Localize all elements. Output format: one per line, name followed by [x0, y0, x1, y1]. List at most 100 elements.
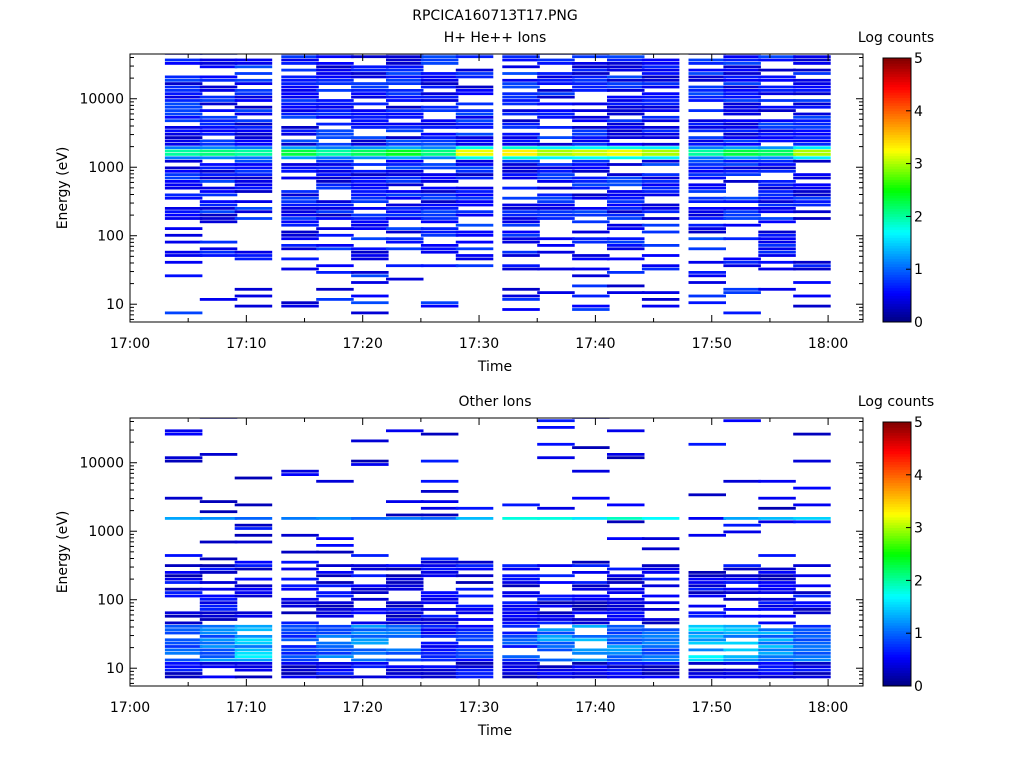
heatmap-cell — [351, 257, 389, 261]
heatmap-cell — [688, 635, 726, 638]
colorbar-segment — [883, 229, 911, 233]
heatmap-cell — [502, 156, 540, 160]
heatmap-cell — [164, 89, 203, 92]
heatmap-cell — [199, 85, 238, 89]
heatmap-cell — [502, 153, 540, 156]
heatmap-cell — [199, 126, 238, 129]
heatmap-cell — [758, 92, 796, 96]
x-tick-label: 18:00 — [808, 700, 848, 716]
colorbar-segment — [883, 559, 911, 563]
heatmap-cell — [572, 55, 610, 59]
heatmap-cell — [758, 105, 796, 109]
heatmap-cell — [164, 142, 203, 146]
heatmap-cell — [758, 250, 796, 254]
heatmap-cell — [164, 217, 203, 220]
heatmap-cell — [758, 230, 796, 234]
heatmap-cell — [164, 156, 203, 160]
heatmap-cell — [316, 479, 354, 483]
heatmap-cell — [281, 587, 319, 591]
heatmap-cell — [386, 614, 424, 618]
heatmap-cell — [281, 233, 319, 237]
heatmap-cell — [607, 156, 645, 160]
heatmap-cell — [386, 99, 424, 102]
heatmap-cell — [607, 503, 645, 507]
heatmap-cell — [641, 655, 680, 658]
heatmap-cell — [199, 95, 238, 99]
heatmap-cell — [281, 533, 319, 537]
heatmap-cell — [793, 641, 831, 645]
heatmap-cell — [164, 109, 203, 112]
heatmap-cell — [281, 68, 319, 72]
heatmap-cell — [607, 132, 645, 136]
colorbar-segment — [883, 466, 911, 470]
heatmap-cell — [420, 601, 459, 605]
heatmap-cell — [281, 473, 319, 476]
heatmap-cell — [793, 591, 831, 594]
heatmap-cell — [502, 267, 540, 271]
heatmap-cell — [420, 156, 459, 160]
heatmap-cell — [455, 635, 494, 638]
heatmap-cell — [688, 89, 726, 92]
colorbar-segment — [883, 546, 911, 550]
colorbar-segment — [883, 285, 911, 289]
heatmap-cell — [793, 611, 831, 615]
heatmap-cell — [688, 631, 726, 635]
heatmap-cell — [502, 213, 540, 217]
heatmap-cell — [351, 463, 389, 466]
heatmap-cell — [386, 601, 424, 605]
colorbar-segment — [883, 551, 911, 555]
heatmap-cell — [420, 247, 459, 251]
heatmap-cell — [502, 186, 540, 190]
heatmap-cell — [723, 200, 761, 203]
heatmap-cell — [688, 517, 726, 520]
heatmap-cell — [723, 624, 761, 628]
colorbar-segment — [883, 596, 911, 600]
heatmap-cell — [688, 237, 726, 241]
heatmap-cell — [234, 183, 273, 187]
heatmap-cell — [572, 581, 610, 584]
heatmap-cell — [386, 604, 424, 608]
heatmap-cell — [758, 581, 796, 584]
colorbar-segment — [883, 71, 911, 75]
heatmap-cell — [723, 223, 761, 227]
heatmap-cell — [351, 142, 389, 146]
colorbar-segment — [883, 509, 911, 513]
heatmap-cell — [420, 560, 459, 564]
heatmap-cell — [723, 662, 761, 665]
heatmap-cell — [386, 668, 424, 672]
heatmap-cell — [316, 146, 354, 150]
heatmap-cell — [281, 550, 319, 554]
heatmap-cell — [723, 82, 761, 85]
heatmap-cell — [572, 571, 610, 574]
heatmap-cell — [572, 584, 610, 588]
heatmap-cell — [572, 109, 610, 112]
heatmap-cell — [420, 173, 459, 176]
heatmap-cell — [316, 213, 354, 217]
colorbar-segment — [883, 440, 911, 444]
heatmap-cell — [386, 631, 424, 635]
heatmap-cell — [455, 112, 494, 116]
heatmap-cell — [199, 99, 238, 102]
heatmap-cell — [316, 571, 354, 574]
heatmap-cell — [572, 153, 610, 156]
heatmap-cell — [572, 284, 610, 288]
heatmap-cell — [502, 503, 540, 507]
heatmap-cell — [688, 587, 726, 591]
colorbar-segment — [883, 678, 911, 682]
colorbar-segment — [883, 108, 911, 112]
heatmap-cell — [793, 159, 831, 163]
heatmap-cell — [723, 180, 761, 183]
heatmap-cell — [386, 105, 424, 109]
heatmap-cell — [641, 119, 680, 123]
heatmap-cell — [793, 655, 831, 658]
heatmap-cell — [351, 459, 389, 463]
heatmap-cell — [502, 82, 540, 85]
heatmap-cell — [537, 426, 575, 429]
heatmap-cell — [316, 641, 354, 645]
colorbar-segment — [883, 234, 911, 238]
colorbar-segment — [883, 256, 911, 260]
heatmap-cell — [234, 62, 273, 65]
y-tick-label: 10 — [106, 297, 124, 313]
heatmap-cell — [641, 584, 680, 588]
heatmap-cell — [281, 105, 319, 109]
